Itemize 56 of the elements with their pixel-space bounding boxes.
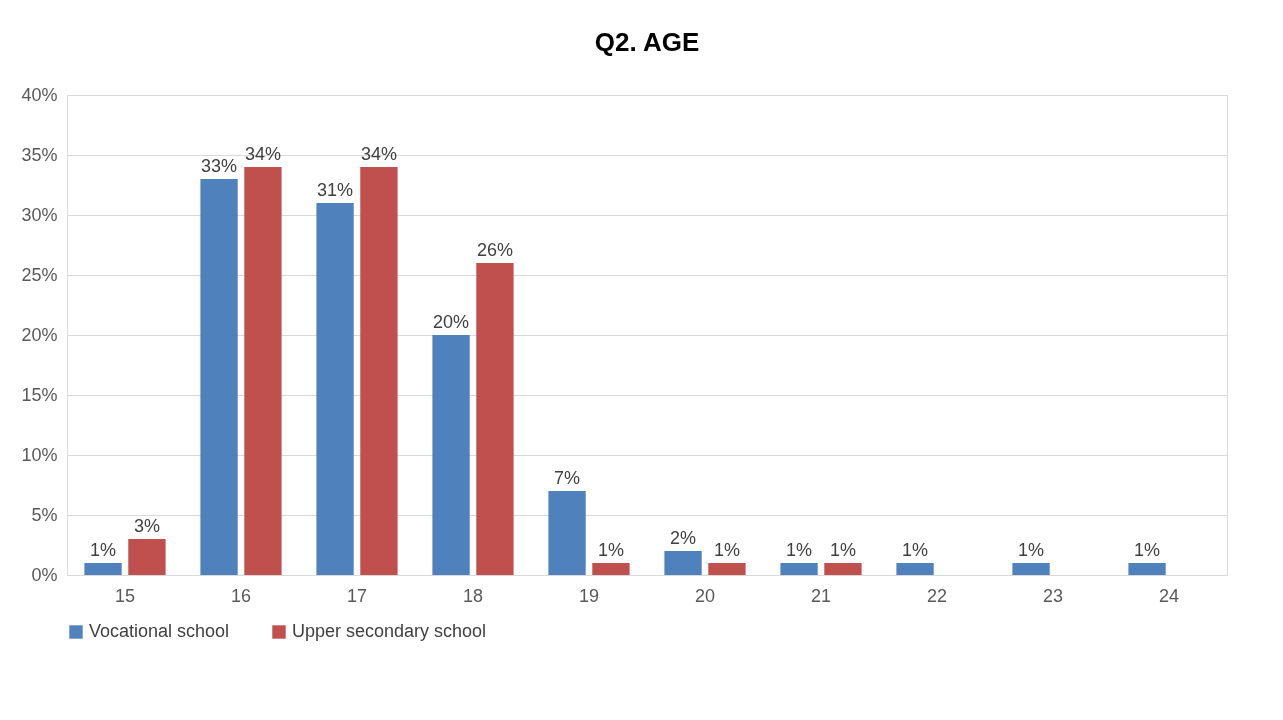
- x-tick-label: 19: [578, 585, 600, 606]
- bar: [128, 539, 166, 575]
- bar: [824, 563, 862, 575]
- chart-title: Q2. AGE: [594, 27, 700, 57]
- y-tick-label: 15%: [21, 384, 58, 405]
- bar: [548, 491, 586, 575]
- data-label: 34%: [244, 144, 281, 164]
- bar: [592, 563, 630, 575]
- data-label: 1%: [829, 540, 856, 560]
- bar: [1128, 563, 1166, 575]
- bar: [780, 563, 818, 575]
- x-tick-label: 20: [694, 585, 716, 606]
- data-label: 7%: [554, 468, 581, 488]
- data-label: 26%: [476, 240, 513, 260]
- bar: [476, 263, 514, 575]
- y-tick-label: 0%: [31, 564, 58, 585]
- y-tick-label: 40%: [21, 84, 58, 105]
- bar: [360, 167, 398, 575]
- bar: [84, 563, 122, 575]
- x-tick-label: 18: [462, 585, 484, 606]
- x-tick-label: 22: [926, 585, 948, 606]
- bar: [432, 335, 470, 575]
- bar: [708, 563, 746, 575]
- data-label: 1%: [597, 540, 624, 560]
- bar: [664, 551, 702, 575]
- data-label: 1%: [90, 540, 117, 560]
- y-tick-label: 5%: [31, 504, 58, 525]
- data-label: 20%: [433, 312, 470, 332]
- data-label: 1%: [1134, 540, 1161, 560]
- x-tick-label: 15: [114, 585, 136, 606]
- bar: [316, 203, 354, 575]
- data-label: 1%: [786, 540, 813, 560]
- legend-label: Upper secondary school: [292, 621, 487, 641]
- x-tick-label: 17: [346, 585, 368, 606]
- y-tick-label: 25%: [21, 264, 58, 285]
- data-label: 3%: [133, 516, 160, 536]
- bar: [1012, 563, 1050, 575]
- data-label: 31%: [317, 180, 354, 200]
- y-tick-label: 30%: [21, 204, 58, 225]
- x-tick-label: 24: [1158, 585, 1180, 606]
- x-tick-label: 23: [1042, 585, 1064, 606]
- data-label: 1%: [902, 540, 929, 560]
- y-tick-label: 35%: [21, 144, 58, 165]
- data-label: 33%: [201, 156, 238, 176]
- data-label: 34%: [360, 144, 397, 164]
- y-tick-label: 10%: [21, 444, 58, 465]
- data-label: 2%: [670, 528, 697, 548]
- bar: [896, 563, 934, 575]
- data-label: 1%: [1018, 540, 1045, 560]
- bar: [200, 179, 238, 575]
- x-tick-label: 16: [230, 585, 252, 606]
- data-label: 1%: [713, 540, 740, 560]
- legend-label: Vocational school: [89, 621, 230, 641]
- bar: [244, 167, 282, 575]
- y-tick-label: 20%: [21, 324, 58, 345]
- x-tick-label: 21: [810, 585, 832, 606]
